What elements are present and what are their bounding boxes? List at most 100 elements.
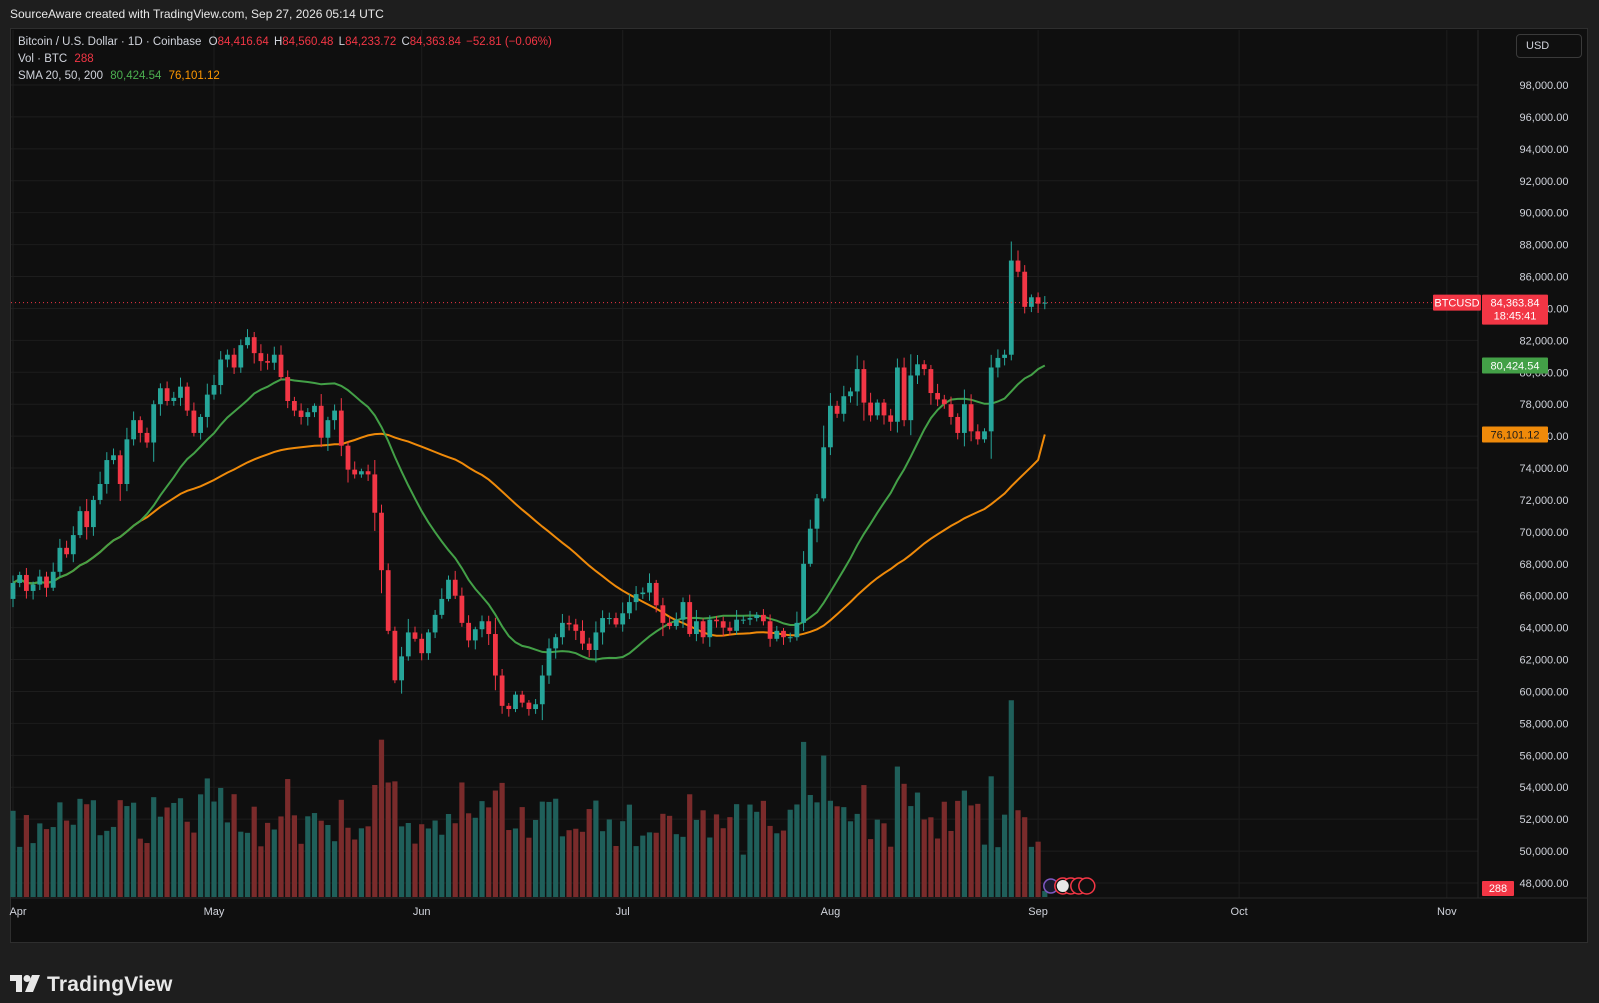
volume-bar: [874, 819, 880, 897]
candle: [426, 629, 431, 660]
price-axis-label: 86,000.00: [1520, 272, 1569, 284]
candle: [526, 700, 532, 716]
candle: [472, 626, 478, 650]
candle: [359, 468, 364, 478]
volume-bar: [271, 829, 277, 897]
candle: [365, 464, 371, 481]
candle-body: [754, 614, 760, 619]
candle: [57, 538, 63, 578]
sma-label: SMA 20, 50, 200: [18, 70, 104, 82]
low-value: 84,233.72: [345, 36, 397, 48]
volume-bar: [941, 801, 947, 897]
candle: [539, 665, 545, 721]
candle: [700, 618, 706, 644]
volume-bar: [137, 838, 143, 897]
candle: [17, 571, 23, 588]
candle-body: [258, 353, 264, 362]
candle-body: [586, 643, 592, 650]
volume-bar: [660, 813, 666, 897]
candle-body: [566, 622, 572, 625]
candle: [285, 370, 291, 409]
candle-body: [794, 622, 800, 638]
candle-body: [245, 337, 250, 346]
currency-button[interactable]: USD: [1516, 34, 1582, 58]
candle: [499, 668, 505, 714]
event-markers[interactable]: [1043, 877, 1096, 895]
volume-bar: [117, 800, 123, 897]
candle: [928, 364, 934, 405]
candle-body: [888, 415, 894, 422]
price-axis-label: 74,000.00: [1520, 463, 1569, 475]
candle: [131, 411, 136, 446]
time-axis-label: Oct: [1231, 906, 1248, 918]
economic-event-icon[interactable]: [1078, 877, 1096, 895]
candle: [506, 702, 512, 717]
sma50-tag: 76,101.12: [1491, 430, 1540, 442]
candle-body: [593, 632, 599, 650]
candle-body: [747, 618, 753, 620]
candle: [459, 587, 465, 627]
volume-bar: [378, 739, 385, 897]
volume-bar: [573, 828, 579, 897]
candle-body: [519, 694, 525, 703]
candle-body: [426, 632, 431, 654]
candle-body: [104, 460, 110, 484]
countdown-tag: 18:45:41: [1494, 311, 1537, 323]
sma20-tag: 80,424.54: [1491, 361, 1540, 373]
volume-bar: [586, 809, 592, 897]
candle-body: [606, 618, 612, 620]
volume-bar: [975, 803, 981, 897]
candle-body: [714, 619, 719, 622]
candle: [888, 408, 894, 431]
candle: [988, 354, 994, 459]
price-axis[interactable]: 48,000.00 50,000.00 52,000.00 54,000.00 56,0…: [1520, 80, 1569, 890]
candle-body: [84, 511, 90, 528]
candle-body: [412, 632, 418, 639]
volume-bar: [1022, 817, 1028, 897]
volume-bar: [459, 782, 465, 897]
open-label: O: [208, 36, 218, 48]
price-axis-label: 70,000.00: [1520, 527, 1569, 539]
candle: [91, 495, 96, 536]
volume-bar: [419, 824, 425, 897]
volume-bar: [278, 816, 284, 897]
candle-body: [158, 388, 163, 405]
price-axis-label: 52,000.00: [1520, 814, 1569, 826]
volume-bar: [868, 839, 874, 897]
volume-bar: [968, 805, 974, 897]
candle-body: [238, 345, 244, 368]
sma-lines: [12, 364, 1046, 661]
candle-body: [613, 618, 619, 625]
candle-body: [285, 377, 291, 402]
time-axis[interactable]: Apr May Jun Jul Aug Sep Oct Nov: [9, 906, 1457, 918]
candle-body: [97, 484, 103, 500]
volume-bar: [157, 816, 163, 897]
volume-bar: [318, 820, 324, 897]
us-flag-icon[interactable]: [1056, 880, 1069, 892]
candle: [486, 615, 492, 646]
candle-body: [37, 576, 43, 585]
candle: [586, 637, 592, 658]
candle: [312, 403, 317, 418]
price-axis-label: 92,000.00: [1520, 176, 1569, 188]
volume-bar: [740, 854, 746, 897]
volume-bar: [673, 834, 679, 897]
volume-bar: [311, 813, 318, 897]
candle: [560, 613, 565, 645]
candle-body: [466, 622, 471, 641]
candle-body: [204, 394, 210, 417]
candle-body: [915, 364, 920, 376]
candle-body: [493, 634, 498, 676]
candle-body: [345, 445, 351, 470]
volume-bar: [707, 837, 713, 897]
candle-body: [64, 547, 69, 555]
volume-bar: [747, 804, 753, 897]
sma20-line: [12, 364, 1046, 661]
candle: [211, 374, 217, 400]
volume-bar: [352, 839, 358, 897]
candle: [807, 519, 813, 567]
price-axis-label: 68,000.00: [1520, 559, 1569, 571]
volume-bar: [606, 819, 612, 897]
price-axis-label: 72,000.00: [1520, 495, 1569, 507]
